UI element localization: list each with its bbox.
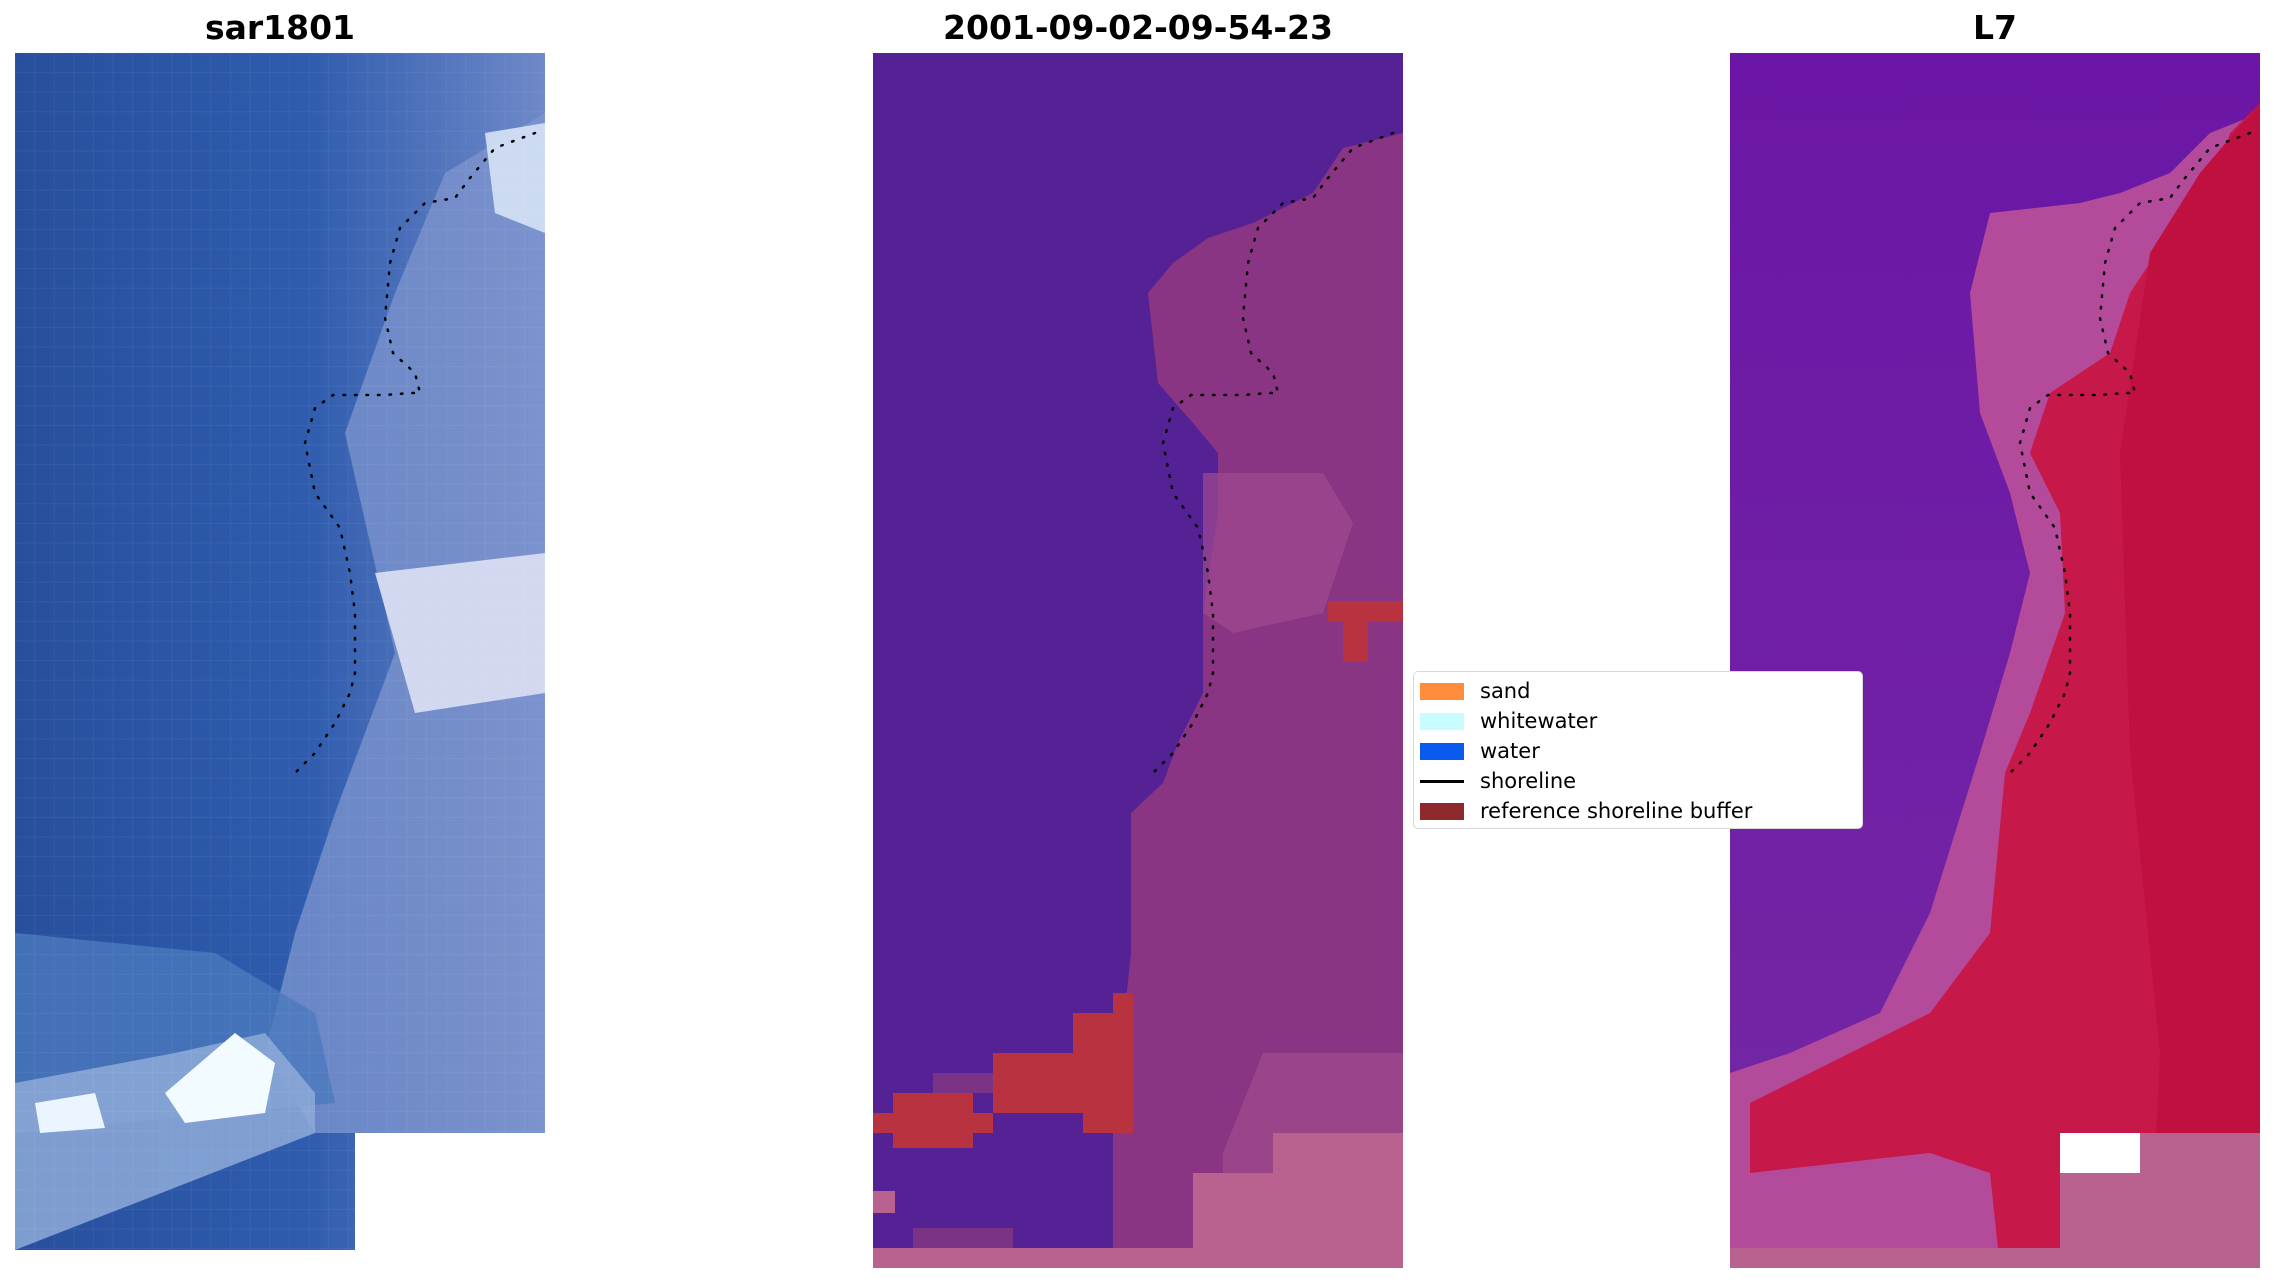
shoreline-trace (293, 131, 537, 775)
rgb-image (15, 53, 545, 1250)
legend-label-reference-buffer: reference shoreline buffer (1480, 799, 1753, 823)
rgb-image-panel (15, 53, 545, 1250)
shoreline-trace (1151, 131, 1395, 775)
shoreline-line-swatch (1420, 779, 1464, 783)
legend: sand whitewater water shoreline referenc… (1413, 671, 1863, 829)
swir-image-panel (1730, 53, 2260, 1268)
panel-title-classified: 2001-09-02-09-54-23 (943, 8, 1333, 47)
shoreline-trace (2008, 131, 2252, 775)
panel-title-swir: L7 (1973, 8, 2017, 47)
sand-swatch (1420, 682, 1464, 700)
panel-title-rgb: sar1801 (204, 8, 356, 47)
whitewater-swatch (1420, 712, 1464, 730)
legend-item-water: water (1420, 736, 1540, 766)
classified-image-panel (873, 53, 1403, 1268)
legend-item-shoreline: shoreline (1420, 766, 1576, 796)
swir-image (1730, 53, 2260, 1268)
classified-image (873, 53, 1403, 1268)
legend-label-sand: sand (1480, 679, 1531, 703)
legend-label-water: water (1480, 739, 1540, 763)
reference-buffer-swatch (1420, 802, 1464, 820)
legend-item-sand: sand (1420, 676, 1530, 706)
water-swatch (1420, 742, 1464, 760)
legend-label-shoreline: shoreline (1480, 769, 1577, 793)
legend-label-whitewater: whitewater (1480, 709, 1598, 733)
legend-item-reference-buffer: reference shoreline buffer (1420, 796, 1752, 826)
legend-item-whitewater: whitewater (1420, 706, 1597, 736)
